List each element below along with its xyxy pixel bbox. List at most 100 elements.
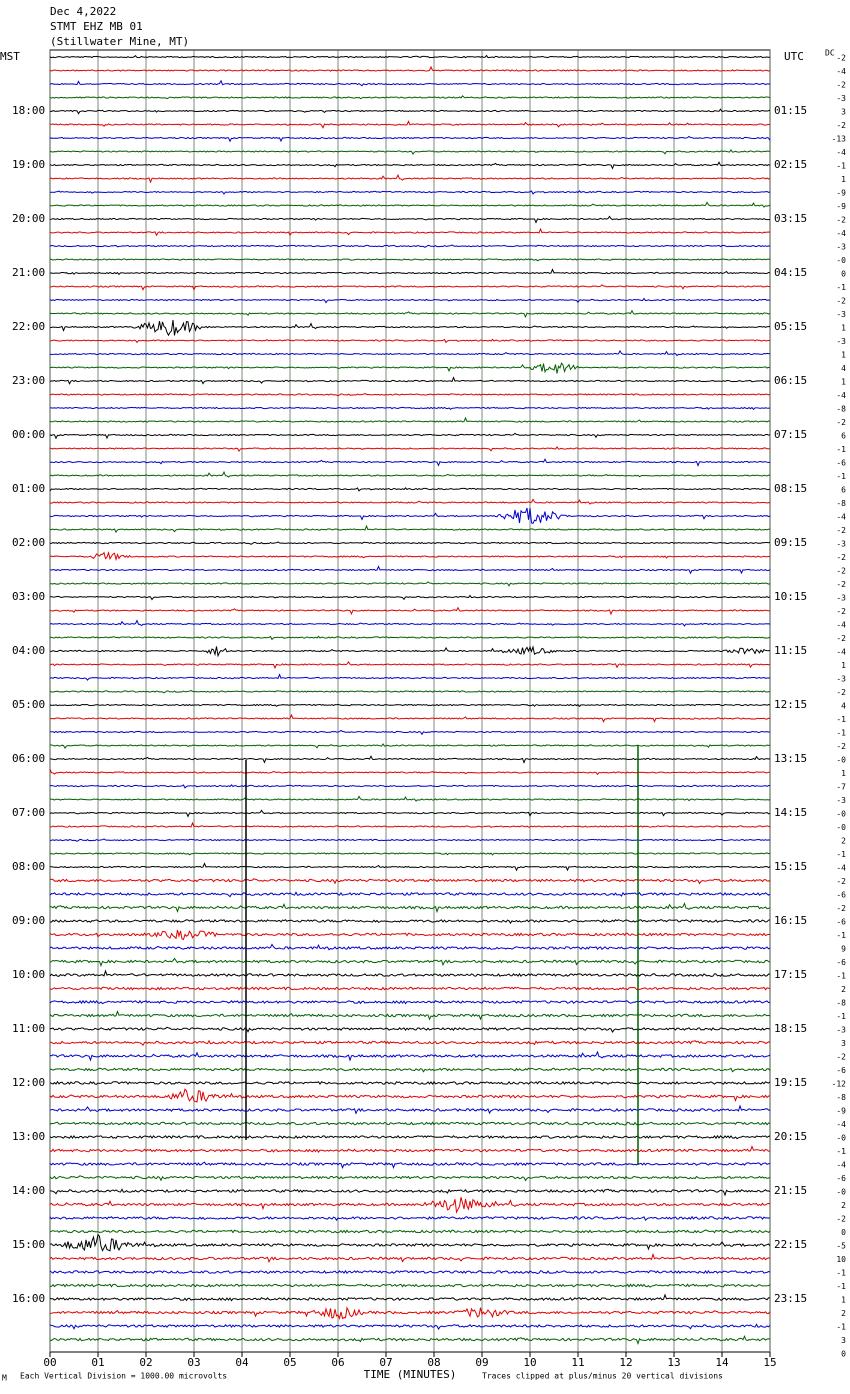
- dc-offset: 6: [841, 486, 846, 495]
- dc-offset: -6: [836, 1174, 846, 1183]
- trace: [49, 1269, 771, 1275]
- trace: [49, 999, 770, 1005]
- dc-offset: -2: [836, 607, 846, 616]
- dc-offset: -4: [836, 513, 846, 522]
- mst-time: 20:00: [12, 212, 45, 225]
- mst-time: 00:00: [12, 428, 45, 441]
- dc-offset: -4: [836, 391, 846, 400]
- trace: [50, 565, 771, 575]
- trace: [49, 768, 771, 776]
- dc-offset: 0: [841, 270, 846, 279]
- dc-offset: -2: [836, 904, 846, 913]
- trace: [50, 541, 771, 545]
- dc-offset: -2: [836, 81, 846, 90]
- x-tick-label: 07: [379, 1356, 392, 1369]
- dc-offset: -3: [836, 594, 846, 603]
- trace: [50, 406, 771, 411]
- dc-offset: -6: [836, 891, 846, 900]
- dc-offset: -4: [836, 648, 846, 657]
- mst-time: 07:00: [12, 806, 45, 819]
- dc-offset: -4: [836, 148, 846, 157]
- dc-offset: 0: [841, 1350, 846, 1359]
- dc-offset: -3: [836, 337, 846, 346]
- mst-time: 06:00: [12, 752, 45, 765]
- trace: [49, 1067, 771, 1073]
- trace: [49, 1293, 771, 1302]
- dc-offset: -8: [836, 499, 846, 508]
- trace: [49, 338, 770, 344]
- mst-time: 03:00: [12, 590, 45, 603]
- dc-offset: 2: [841, 837, 846, 846]
- trace: [49, 673, 771, 681]
- utc-time: 10:15: [774, 590, 807, 603]
- trace: [49, 201, 771, 208]
- x-tick-label: 04: [235, 1356, 249, 1369]
- dc-offset: -1: [836, 162, 846, 171]
- x-tick-label: 09: [475, 1356, 488, 1369]
- dc-offset: -12: [832, 1080, 847, 1089]
- dc-offset: 0: [841, 1228, 846, 1237]
- dc-offset: -1: [836, 283, 846, 292]
- dc-offset: -4: [836, 864, 846, 873]
- utc-time: 02:15: [774, 158, 807, 171]
- trace: [49, 986, 771, 991]
- dc-offset: -2: [836, 1215, 846, 1224]
- mst-time: 18:00: [12, 104, 45, 117]
- trace: [49, 1283, 771, 1288]
- trace: [49, 1104, 771, 1115]
- trace: [50, 268, 771, 276]
- dc-offset: -7: [836, 783, 846, 792]
- utc-time: 06:15: [774, 374, 807, 387]
- mst-time: 15:00: [12, 1238, 45, 1251]
- dc-offset: -1: [836, 472, 846, 481]
- dc-offset: -2: [836, 688, 846, 697]
- trace: [49, 1080, 771, 1086]
- dc-offset: 6: [841, 432, 846, 441]
- trace: [49, 227, 771, 237]
- mst-time: 05:00: [12, 698, 45, 711]
- mst-time: 19:00: [12, 158, 45, 171]
- trace: [49, 1197, 771, 1214]
- dc-offset: 1: [841, 175, 846, 184]
- dc-offset: -1: [836, 1269, 846, 1278]
- utc-time: 20:15: [774, 1130, 807, 1143]
- utc-time: 03:15: [774, 212, 807, 225]
- dc-offset: -1: [836, 1323, 846, 1332]
- trace: [49, 507, 771, 525]
- utc-time: 21:15: [774, 1184, 807, 1197]
- x-tick-label: 00: [43, 1356, 56, 1369]
- utc-time: 18:15: [774, 1022, 807, 1035]
- trace: [49, 446, 771, 453]
- trace: [49, 149, 771, 156]
- dc-offset: 2: [841, 1309, 846, 1318]
- trace: [49, 135, 771, 143]
- dc-offset: 3: [841, 108, 846, 117]
- trace: [49, 376, 771, 385]
- dc-offset: -3: [836, 675, 846, 684]
- dc-offset: 3: [841, 1336, 846, 1345]
- dc-offset: -5: [836, 1242, 846, 1251]
- trace: [49, 349, 771, 357]
- dc-offset: 1: [841, 324, 846, 333]
- trace: [49, 838, 771, 842]
- trace: [49, 1088, 771, 1103]
- trace: [49, 635, 771, 641]
- dc-offset: -2: [836, 121, 846, 130]
- trace: [50, 743, 771, 750]
- utc-time: 04:15: [774, 266, 807, 279]
- trace: [49, 713, 771, 723]
- x-tick-label: 02: [139, 1356, 152, 1369]
- dc-offset: -0: [836, 1188, 846, 1197]
- x-tick-label: 03: [187, 1356, 200, 1369]
- trace: [49, 244, 771, 248]
- trace: [49, 215, 771, 224]
- x-tick-label: 14: [715, 1356, 729, 1369]
- dc-offset: 1: [841, 769, 846, 778]
- trace: [49, 918, 771, 925]
- utc-time: 11:15: [774, 644, 807, 657]
- location: (Stillwater Mine, MT): [50, 35, 189, 48]
- x-tick-label: 08: [427, 1356, 440, 1369]
- trace: [49, 661, 771, 670]
- trace: [49, 1121, 771, 1126]
